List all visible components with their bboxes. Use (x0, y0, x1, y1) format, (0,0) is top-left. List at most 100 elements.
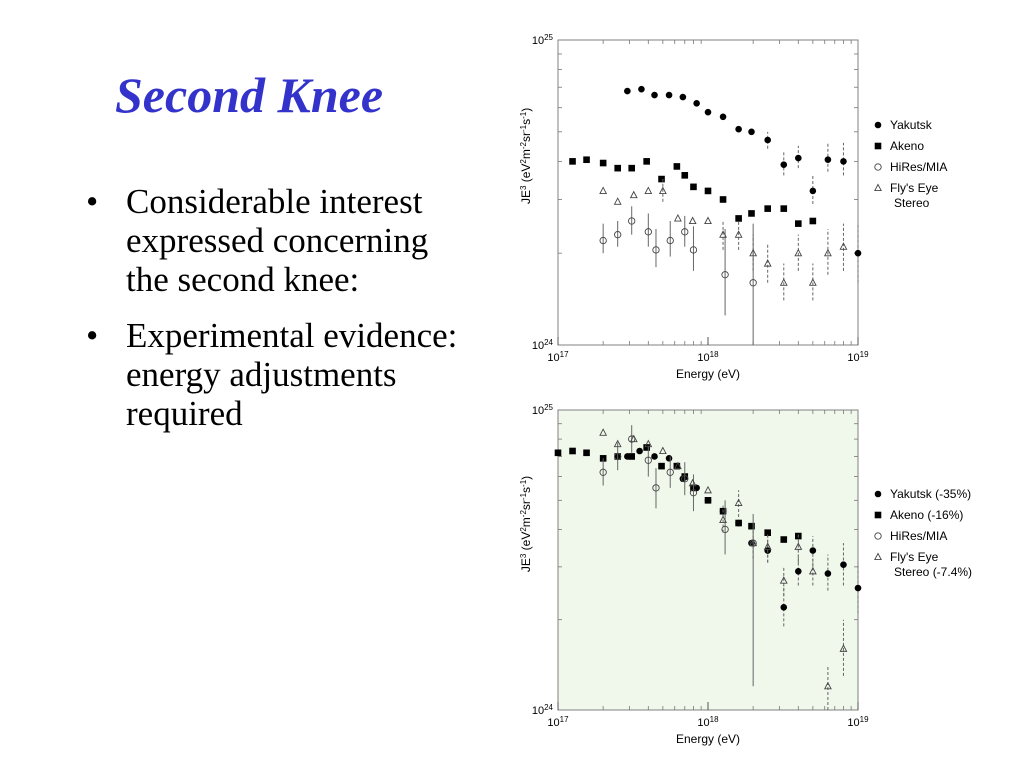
x-tick-base: 10 (847, 717, 859, 729)
data-point (749, 248, 758, 257)
data-point (719, 113, 727, 121)
data-point (795, 154, 802, 162)
x-tick-exponent: 19 (860, 350, 869, 359)
data-point (679, 93, 687, 101)
data-point (874, 552, 882, 561)
data-point (666, 236, 674, 245)
data-point (840, 158, 847, 165)
series-filled-circle (624, 85, 862, 283)
y-tick-base: 10 (532, 405, 544, 417)
y-axis-label-part: -1 (519, 492, 528, 500)
data-point (735, 215, 742, 222)
data-point (809, 547, 817, 554)
data-point (673, 163, 681, 170)
data-point (651, 91, 658, 99)
legend-label-line2: Stereo (-7.4%) (894, 565, 972, 579)
y-axis-label-part: ) (519, 108, 533, 112)
data-point (735, 519, 742, 527)
data-point (666, 468, 674, 476)
data-point (874, 183, 882, 192)
legend-label: HiRes/MIA (890, 529, 947, 543)
data-point (839, 644, 848, 652)
data-point (721, 271, 729, 279)
data-point (748, 522, 755, 530)
y-axis-label-part: JE (519, 558, 533, 572)
data-point (658, 462, 665, 470)
data-point (658, 175, 665, 183)
data-point (779, 278, 788, 286)
data-point (658, 186, 667, 194)
data-point (644, 456, 652, 464)
data-point (854, 584, 862, 592)
y-tick-label: 1024 (532, 703, 554, 718)
data-point (764, 529, 771, 536)
y-axis-label-part: -2 (519, 510, 528, 518)
data-point (583, 156, 590, 164)
data-point (748, 210, 755, 217)
data-point (665, 455, 673, 462)
data-point (643, 158, 650, 165)
bullet-item: • Experimental evidence: energy adjustmen… (82, 316, 472, 433)
x-tick-label: 1017 (547, 350, 569, 365)
y-axis-label-part: m (519, 517, 533, 527)
series-open-triangle (599, 428, 848, 710)
data-point (780, 536, 788, 543)
data-point (624, 87, 631, 95)
x-tick-label: 1018 (697, 350, 719, 365)
data-point (689, 489, 698, 497)
x-tick-exponent: 17 (560, 350, 569, 359)
y-axis-label-part: (eV (519, 532, 533, 554)
series-filled-square (569, 156, 817, 227)
bullet-text: Considerable interest expressed concerni… (126, 182, 429, 299)
y-axis-label-part: 3 (519, 185, 528, 190)
y-axis-label: JE3 (eV2m-2sr-1s-1) (519, 108, 534, 204)
x-tick-base: 10 (847, 352, 859, 364)
data-point (614, 231, 622, 239)
y-tick-label: 1025 (532, 403, 554, 418)
legend-label: HiRes/MIA (890, 160, 947, 174)
y-tick-exponent: 24 (544, 703, 553, 712)
x-tick-exponent: 17 (560, 715, 569, 724)
y-tick-label: 1025 (532, 33, 554, 48)
y-tick-base: 10 (532, 35, 544, 47)
data-point (824, 156, 832, 164)
x-tick-exponent: 18 (710, 715, 719, 724)
legend-label: Fly's Eye (890, 181, 939, 195)
data-point (681, 475, 689, 483)
data-point (794, 542, 803, 550)
data-point (673, 462, 681, 470)
data-point (780, 603, 788, 611)
data-point (599, 186, 608, 194)
data-point (735, 125, 742, 133)
y-axis-label-part: 2 (519, 527, 528, 532)
data-point (628, 453, 636, 460)
data-point (764, 205, 771, 212)
x-tick-label: 1019 (847, 715, 869, 730)
data-point (636, 447, 643, 455)
y-axis-label-part: (eV (519, 164, 533, 186)
data-point (599, 159, 607, 167)
y-axis-label-part: 2 (519, 159, 528, 164)
bullet-item: • Considerable interest expressed concern… (82, 182, 472, 299)
data-point (673, 213, 682, 222)
x-tick-label: 1017 (547, 715, 569, 730)
x-tick-base: 10 (697, 717, 709, 729)
plot-frame (557, 409, 859, 711)
data-point (763, 259, 772, 267)
data-point (628, 164, 636, 172)
x-tick-base: 10 (547, 717, 559, 729)
data-point (613, 197, 622, 205)
data-point (599, 236, 607, 245)
x-tick-label: 1019 (847, 350, 869, 365)
data-point (690, 183, 697, 191)
data-point (673, 461, 682, 470)
data-point (689, 246, 698, 254)
data-point (681, 228, 689, 236)
data-point (763, 542, 772, 550)
data-point (874, 163, 882, 171)
x-tick-base: 10 (547, 352, 559, 364)
data-point (629, 434, 638, 443)
y-axis-label-part: s (519, 119, 533, 125)
data-point (614, 164, 621, 172)
